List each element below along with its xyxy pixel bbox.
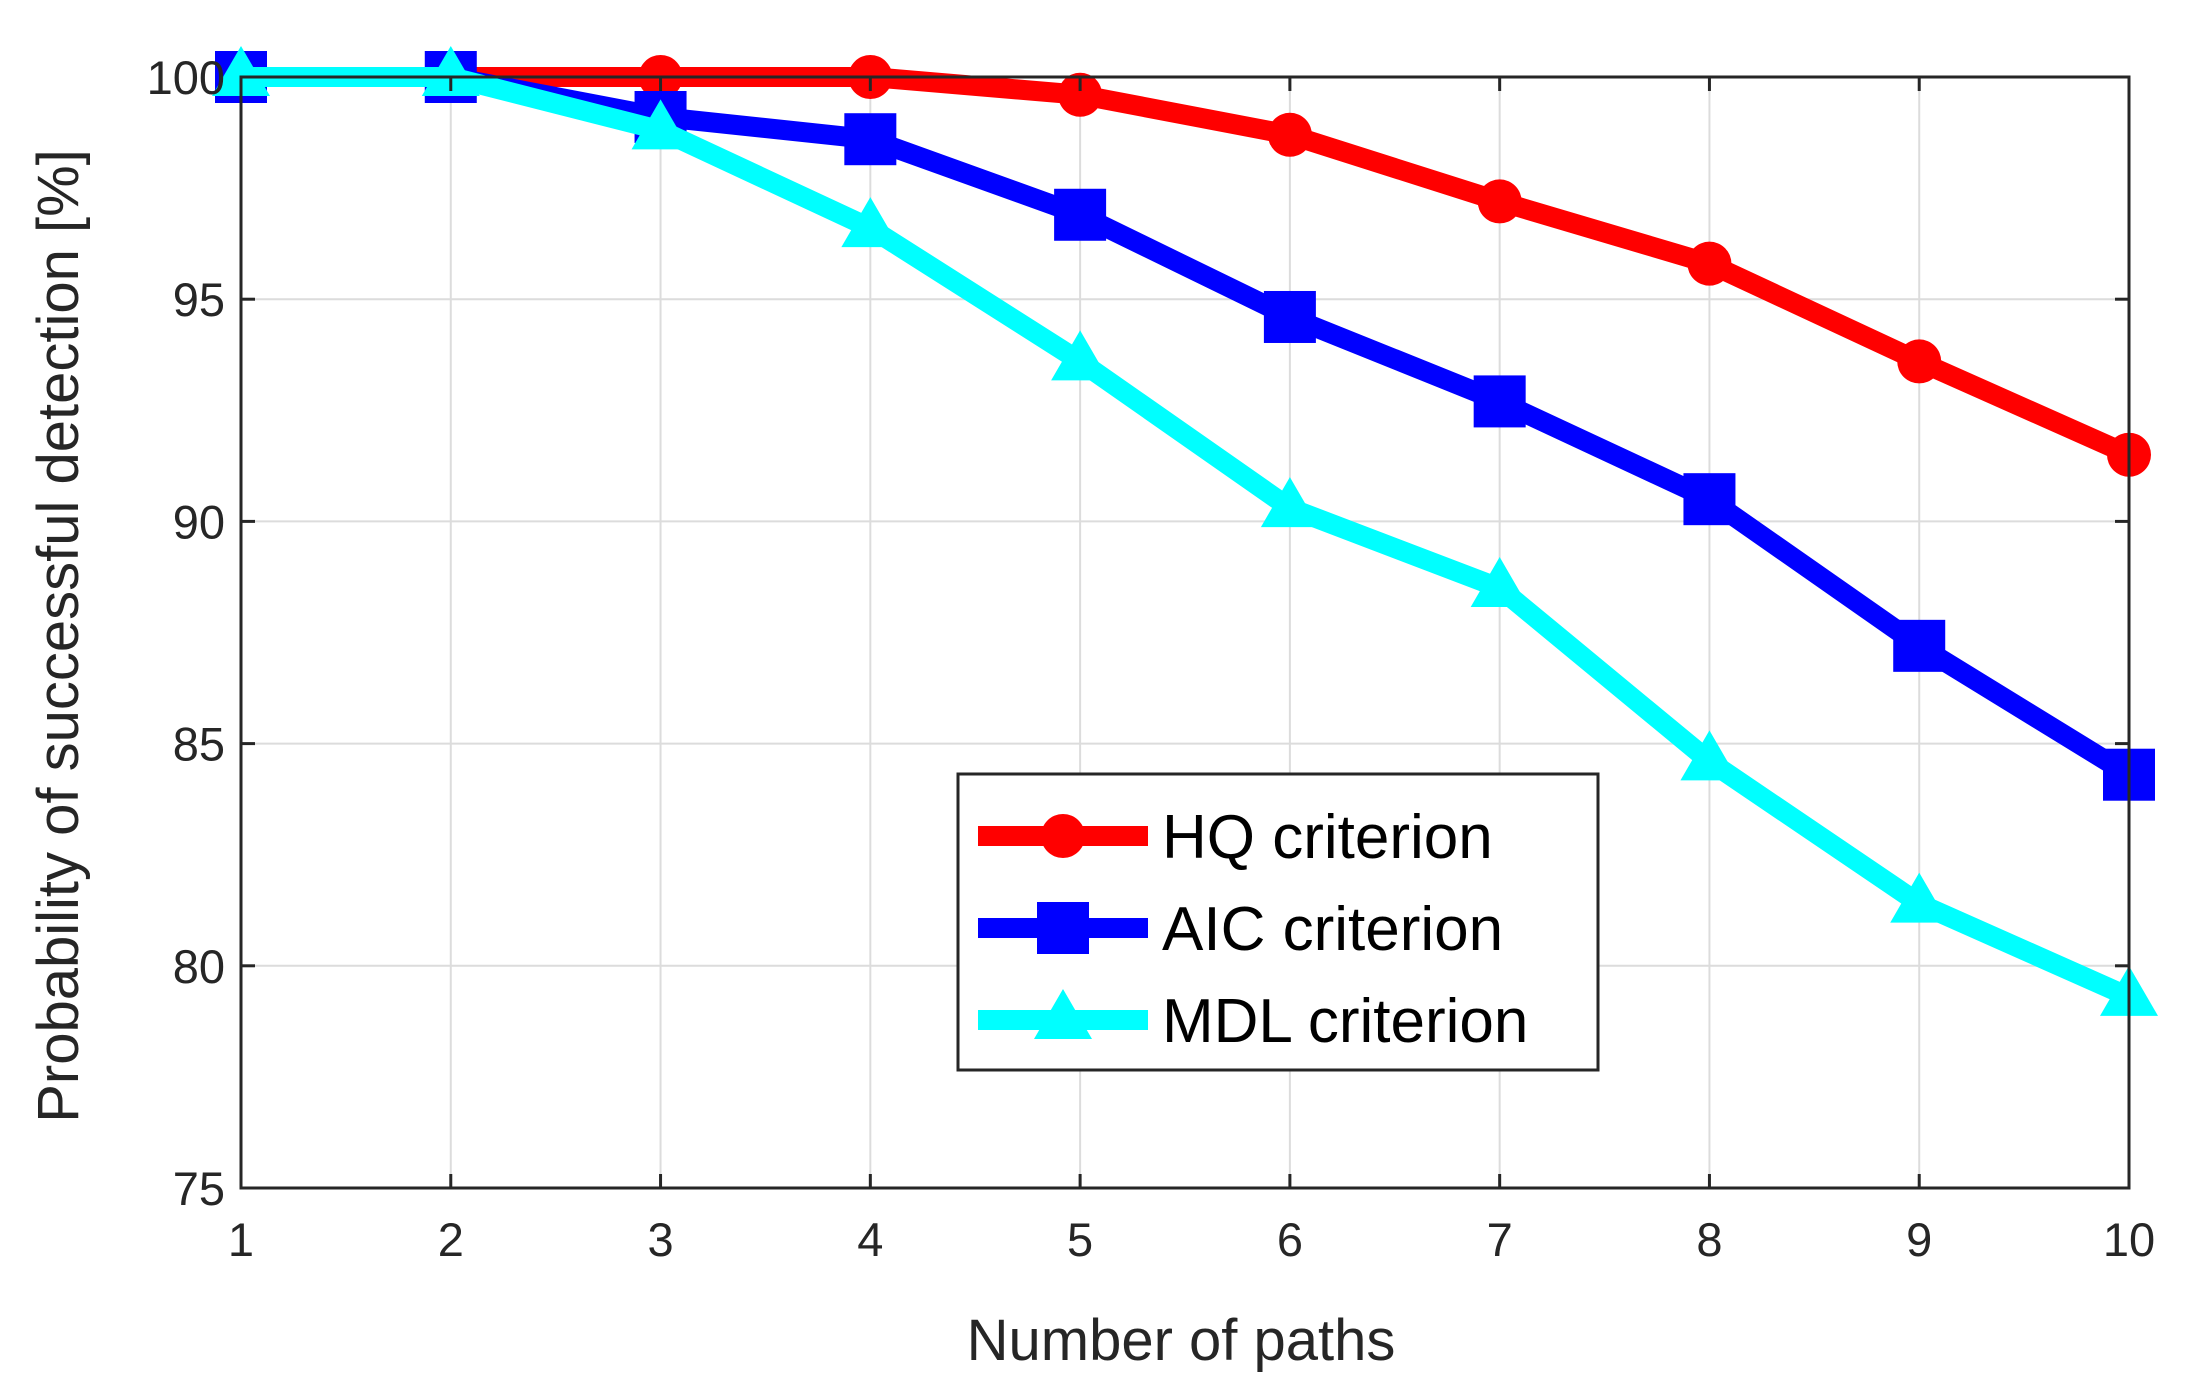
data-point-marker: [1687, 241, 1732, 286]
y-tick-label: 100: [147, 51, 225, 104]
x-tick-label: 5: [1067, 1213, 1093, 1266]
series-group: [212, 46, 2158, 1016]
data-point-marker: [1890, 872, 1949, 923]
data-point-marker: [421, 46, 480, 96]
y-tick-label: 80: [173, 940, 225, 993]
data-point-marker: [1897, 339, 1942, 384]
y-tick-label: 85: [173, 718, 225, 771]
y-axis-label: Probability of successful detection [%]: [26, 149, 91, 1123]
data-point-marker: [1477, 179, 1522, 224]
data-point-marker: [212, 46, 270, 96]
legend-marker: [1034, 989, 1092, 1039]
data-point-marker: [1263, 290, 1316, 343]
y-tick-label: 75: [173, 1162, 225, 1215]
legend-label: HQ criterion: [1162, 803, 1493, 872]
x-tick-label: 1: [228, 1213, 254, 1266]
data-point-marker: [1058, 72, 1103, 117]
x-tick-label: 10: [2103, 1213, 2155, 1266]
series-triangle: [212, 46, 2158, 1016]
plot-area-frame: [239, 75, 2131, 1190]
x-tick-label: 2: [438, 1213, 464, 1266]
legend-label: MDL criterion: [1162, 987, 1528, 1056]
data-point-marker: [631, 99, 690, 150]
data-point-marker: [1470, 557, 1529, 608]
legend-marker: [1041, 814, 1085, 858]
x-axis-label: Number of paths: [967, 1308, 1396, 1373]
x-tick-label: 6: [1277, 1213, 1303, 1266]
axis-ticks: 1 2 3 4 5 6 7 8 9 10 75 80 85 90 95 100: [147, 51, 2156, 1266]
data-point-marker: [1054, 188, 1107, 241]
x-tick-label: 3: [647, 1213, 673, 1266]
data-point-marker: [841, 197, 900, 248]
y-tick-label: 90: [173, 495, 225, 548]
legend-marker: [1037, 902, 1089, 954]
x-tick-label: 9: [1906, 1213, 1932, 1266]
data-point-marker: [1267, 112, 1312, 157]
x-tick-label: 7: [1487, 1213, 1513, 1266]
data-point-marker: [844, 113, 897, 166]
data-point-marker: [1260, 477, 1319, 528]
legend: HQ criterion AIC criterion MDL criterion: [956, 772, 1600, 1072]
data-point-marker: [1051, 330, 1110, 381]
x-tick-label: 4: [857, 1213, 883, 1266]
legend-label: AIC criterion: [1162, 895, 1503, 964]
data-point-marker: [1683, 473, 1736, 526]
data-point-marker: [1893, 619, 1946, 672]
y-tick-label: 95: [173, 273, 225, 326]
x-tick-label: 8: [1696, 1213, 1722, 1266]
data-point-marker: [1473, 375, 1526, 428]
series-line: [241, 67, 2134, 1007]
data-point-marker: [1680, 730, 1739, 781]
